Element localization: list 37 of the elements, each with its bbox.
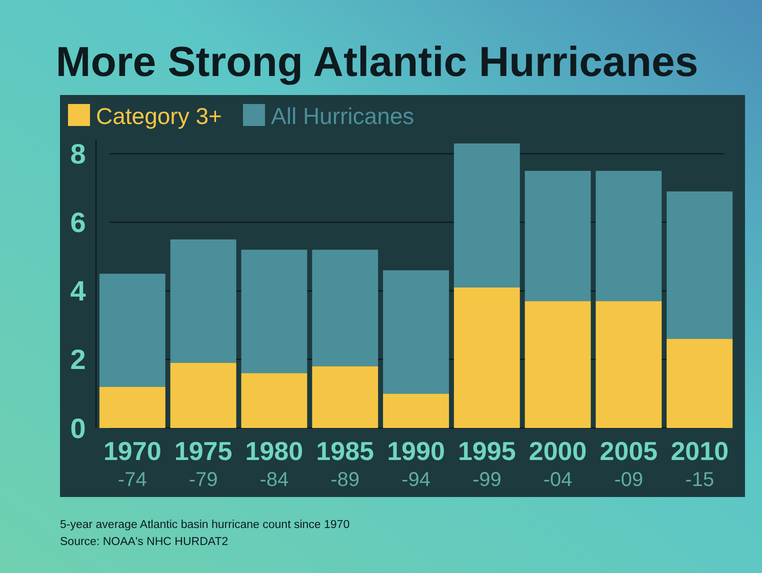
bar [241, 373, 308, 428]
bar [454, 143, 520, 288]
bar [524, 170, 591, 302]
legend-label: All Hurricanes [271, 103, 414, 129]
y-tick-label: 6 [70, 207, 86, 238]
y-tick-label: 0 [70, 412, 86, 444]
x-tick-label: 2010 -15 [670, 436, 729, 491]
bar [666, 191, 733, 339]
y-tick-label: 4 [70, 276, 86, 307]
bar [596, 301, 662, 428]
bar [666, 338, 733, 428]
bar [170, 239, 236, 363]
y-tick-label: 8 [70, 138, 86, 170]
bar [524, 301, 591, 428]
x-tick-label: 1975 -79 [174, 436, 232, 491]
bar [312, 366, 378, 428]
chart-title: More Strong Atlantic Hurricanes [56, 38, 698, 85]
y-tick-label: 2 [70, 344, 86, 376]
bar [596, 170, 662, 302]
bar [383, 394, 449, 428]
bar [99, 386, 166, 428]
legend-label: Category 3+ [96, 103, 222, 129]
bar [170, 362, 236, 428]
x-tick-label: 1970 -74 [103, 436, 162, 491]
x-tick-label: 1985 -89 [316, 436, 374, 491]
bar [241, 250, 308, 374]
x-tick-label: 2000 -04 [528, 436, 587, 491]
source-note: Source: NOAA's NHC HURDAT2 [60, 536, 228, 548]
bar [312, 250, 378, 366]
bar [454, 287, 520, 428]
bar [99, 274, 166, 387]
x-tick-label: 2005 -09 [600, 436, 658, 491]
x-tick-label: 1990 -94 [387, 436, 445, 491]
x-tick-label: 1980 -84 [245, 436, 304, 491]
bar [383, 270, 449, 394]
x-tick-label: 1995 -99 [458, 436, 516, 491]
text: 5-year average Atlantic basin hurricane count since 1970 [60, 519, 350, 531]
